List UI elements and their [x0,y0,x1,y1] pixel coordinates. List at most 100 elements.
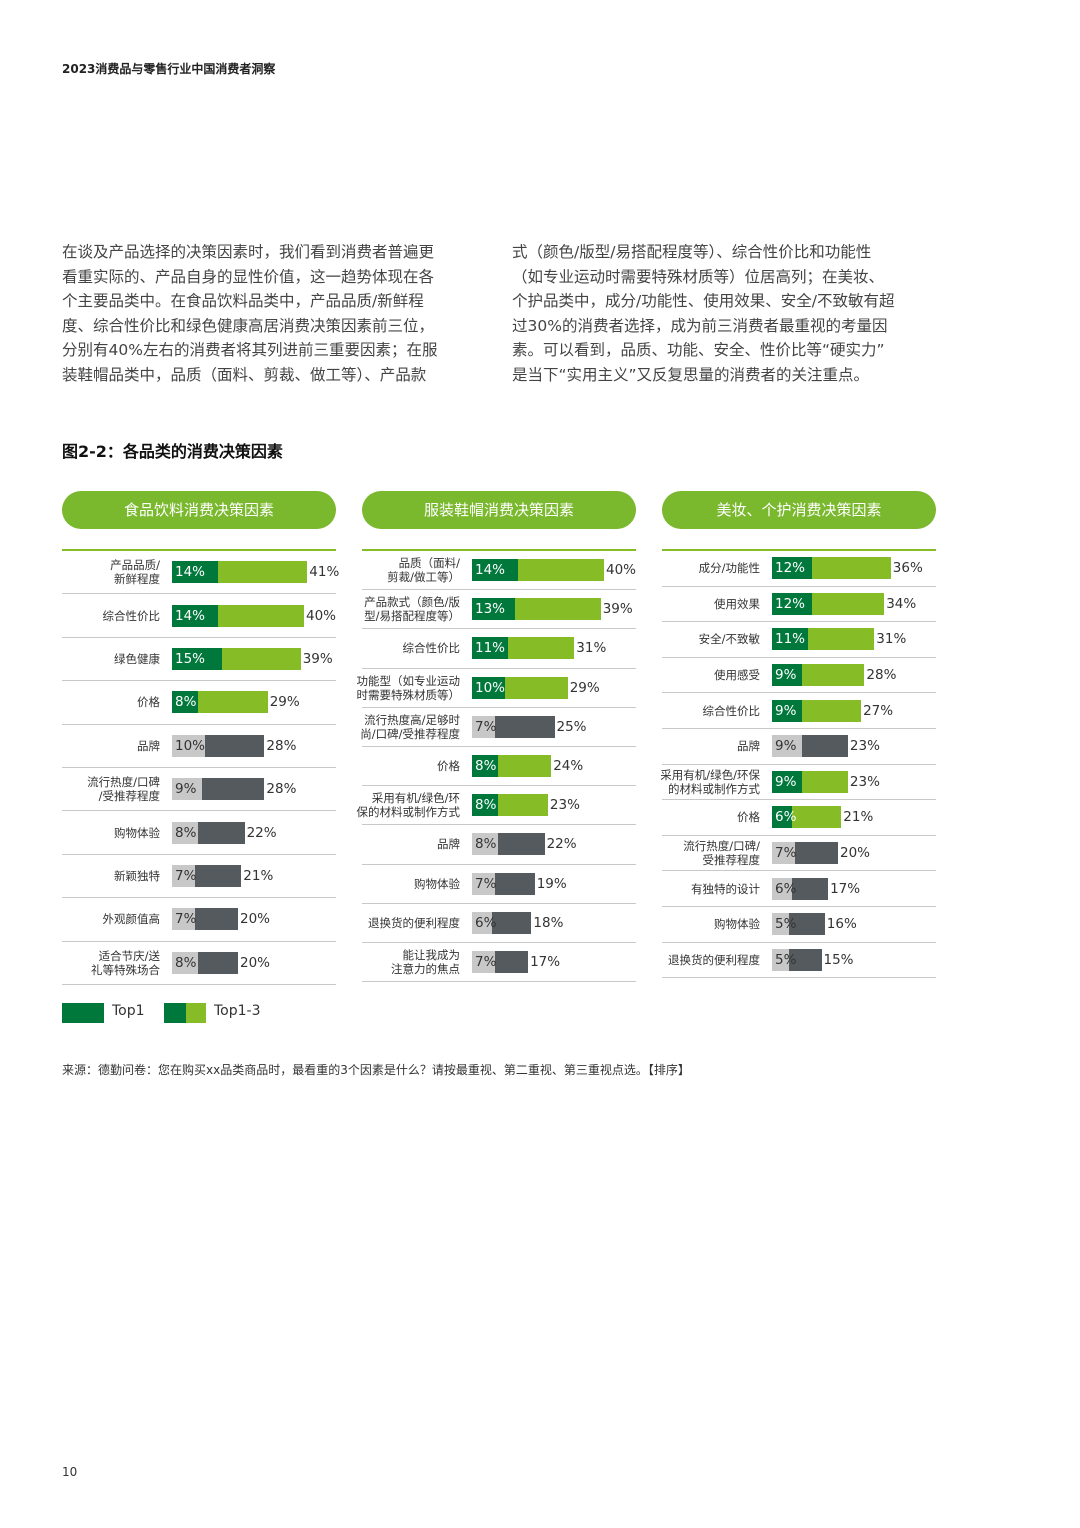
data-label-top1: 7% [475,875,497,892]
data-label-top1-3: 25% [556,718,587,735]
data-label-top1: 8% [175,954,197,971]
category-label: 能让我成为 注意力的焦点 [356,943,460,981]
chart-row: 购物体验 5% 16% [662,907,936,943]
data-label-top1-3: 39% [602,601,633,618]
category-label-text: 有独特的设计 [691,881,760,896]
data-label-top1-3: 23% [549,797,580,814]
panel-rule [662,549,936,551]
bar-group: 7% 17% [472,950,636,973]
bar-top1: 14% [172,604,219,627]
bar-top1: 10% [472,676,506,699]
bar-top1: 9% [172,778,202,801]
chart-row: 品牌 10% 28% [62,725,336,768]
category-label: 综合性价比 [56,594,161,636]
category-label: 价格 [56,681,160,723]
data-label-top1: 8% [475,836,497,853]
category-label: 流行热度/口碑/受推荐程度 [656,836,760,871]
bar-group: 11% 31% [472,637,636,660]
chart-row: 退换货的便利程度 6% 18% [362,904,636,943]
category-label-text: 功能型（如专业运动 时需要特殊材质等） [356,673,461,702]
data-label-top1-3: 23% [849,773,880,790]
data-label-top1: 12% [775,560,806,577]
data-label-top1-3: 29% [569,679,600,696]
category-label: 产品品质/新鲜程度 [56,551,160,593]
data-label-top1: 13% [475,601,506,618]
bar-group: 13% 39% [472,598,636,621]
bar-top1: 11% [772,628,809,651]
category-label-text: 流行热度/口碑/受推荐程度 [683,839,760,868]
panel-title: 食品饮料消费决策因素 [62,491,336,529]
bar-group: 5% 15% [772,948,936,971]
data-label-top1: 12% [775,595,806,612]
category-label: 品牌 [56,725,160,767]
bar-group: 12% 36% [772,557,936,580]
category-label: 综合性价比 [656,693,761,728]
data-label-top1-3: 31% [876,631,907,648]
data-label-top1-3: 28% [266,737,297,754]
data-label-top1-3: 28% [266,781,297,798]
chart-row: 安全/不致敏 11% 31% [662,622,936,658]
data-label-top1-3: 20% [240,954,271,971]
data-label-top1: 8% [475,797,497,814]
data-label-top1-3: 18% [533,914,564,931]
category-label-text: 流行热度高/足够时 尚/口碑/受推荐程度 [360,712,460,741]
data-label-top1-3: 22% [546,836,577,853]
chart-row: 产品品质/新鲜程度 14% 41% [62,551,340,595]
category-label-text: 价格 [137,695,160,710]
bar-rows: 品质（面料/剪裁/做工等） 14% 40% 产品款式（颜色/版 型/易搭配程度等） 13%… [357,551,636,983]
category-label-text: 安全/不致敏 [698,632,760,647]
data-label-top1: 11% [475,640,506,657]
category-label: 购物体验 [356,865,460,903]
category-label-text: 品质（面料/剪裁/做工等） [387,556,460,585]
bar-top1: 9% [772,664,802,687]
category-label-text: 综合性价比 [402,641,461,656]
bar-group: 9% 28% [172,778,336,801]
data-label-top1-3: 24% [553,758,584,775]
category-label-text: 使用效果 [714,596,760,611]
data-label-top1: 14% [175,564,206,581]
bar-top1: 14% [172,561,219,584]
bar-group: 5% 16% [772,913,936,936]
bar-group: 6% 17% [772,877,936,900]
chart-row: 价格 8% 24% [362,747,636,787]
data-label-top1-3: 21% [243,867,274,884]
data-label-top1-3: 41% [309,564,340,581]
data-label-top1-3: 20% [240,911,271,928]
chart-row: 采用有机/绿色/环 保的材料或制作方式 8% 23% [357,786,636,826]
bar-top1: 15% [172,647,222,670]
bar-top1: 7% [472,715,497,738]
data-label-top1: 9% [175,781,197,798]
category-label-text: 价格 [437,759,460,774]
category-label-text: 采用有机/绿色/环保的材料或制作方式 [660,767,760,796]
category-label: 绿色健康 [56,638,160,680]
chart-row: 价格 6% 21% [662,800,936,836]
bar-group: 7% 25% [472,715,636,738]
legend-swatch-top1 [62,1003,104,1023]
category-label: 功能型（如专业运动 时需要特殊材质等） [356,669,461,707]
bar-top1: 10% [172,734,205,757]
chart-row: 使用感受 9% 28% [662,658,936,694]
page-number: 10 [62,1465,78,1479]
category-label-text: 产品款式（颜色/版 型/易搭配程度等） [364,595,460,624]
panel-title: 服装鞋帽消费决策因素 [362,491,636,529]
category-label: 退换货的便利程度 [656,943,760,978]
chart-row: 流行热度/口碑/受推荐程度 9% 28% [62,768,336,812]
data-label-top1: 10% [475,679,506,696]
bar-group: 14% 41% [172,561,340,584]
category-label: 综合性价比 [356,629,461,667]
chart-row: 产品款式（颜色/版 型/易搭配程度等） 13% 39% [362,590,636,630]
intro-paragraph-left: 在谈及产品选择的决策因素时，我们看到消费者普遍更 看重实际的、产品自身的显性价值… [62,240,482,388]
legend-swatch-top13-light [186,1003,206,1023]
data-label-top1: 15% [175,650,206,667]
category-label: 产品款式（颜色/版 型/易搭配程度等） [356,590,460,628]
data-label-top1: 7% [475,718,497,735]
category-label-text: 退换货的便利程度 [668,952,760,967]
category-label-text: 价格 [737,810,760,825]
intro-line: 过30%的消费者选择，成为前三消费者最重视的考量因 [512,316,888,335]
bar-top1: 8% [472,794,499,817]
intro-line: （如专业运动时需要特殊材质等）位居高列；在美妆、 [512,267,885,286]
category-label-text: 新颖独特 [114,868,160,883]
category-label: 新颖独特 [56,855,160,897]
category-label-text: 综合性价比 [102,608,161,623]
bar-group: 14% 40% [172,604,336,627]
